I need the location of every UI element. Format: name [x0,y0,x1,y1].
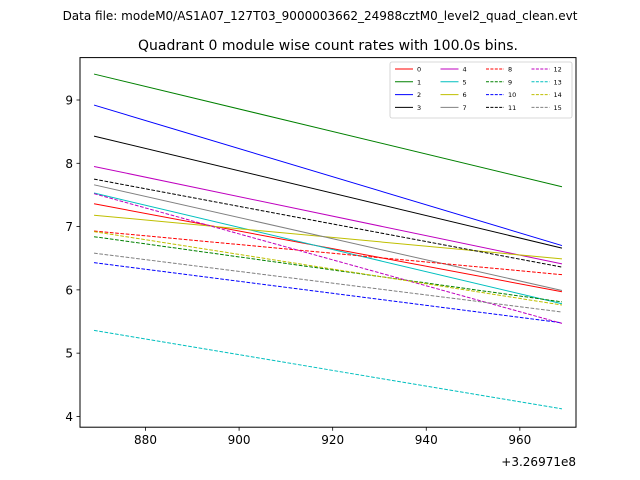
series-line-8 [93,230,563,276]
legend-label-11: 11 [508,104,516,112]
axes-frame [79,57,577,428]
legend-label-14: 14 [554,91,562,99]
series-line-15 [93,252,563,313]
legend-label-4: 4 [463,66,467,74]
series-line-3 [93,135,563,249]
legend-label-6: 6 [463,91,467,99]
legend-label-8: 8 [508,66,512,74]
chart-title: Quadrant 0 module wise count rates with … [138,38,518,54]
x-tick-label: 900 [228,433,251,447]
legend-label-5: 5 [463,78,467,86]
series-line-0 [93,203,563,293]
series-line-2 [93,104,563,247]
legend-label-7: 7 [463,104,467,112]
series-line-13 [93,329,563,410]
y-tick-label: 8 [65,157,73,171]
series-line-1 [93,73,563,188]
figure-suptitle: Data file: modeM0/AS1A07_127T03_90000036… [63,9,578,23]
series-lines [93,73,563,410]
legend-frame [389,61,573,119]
series-line-9 [93,236,563,303]
x-tick-label: 940 [415,433,438,447]
series-line-14 [93,231,563,306]
legend-label-1: 1 [417,78,421,86]
y-tick-label: 5 [65,347,73,361]
legend-label-12: 12 [554,66,562,74]
legend-label-10: 10 [508,91,516,99]
legend-label-0: 0 [417,66,421,74]
y-tick-label: 6 [65,283,73,297]
legend-label-13: 13 [554,78,562,86]
legend-label-3: 3 [417,104,421,112]
series-line-6 [93,214,563,260]
x-axis: 880 900 920 940 960 [134,427,531,447]
series-line-10 [93,262,563,324]
x-tick-label: 920 [321,433,344,447]
x-axis-offset-label: +3.26971e8 [501,455,576,469]
legend-label-9: 9 [508,78,512,86]
series-line-12 [93,193,563,324]
y-tick-label: 7 [65,220,73,234]
legend-label-15: 15 [554,104,562,112]
legend-label-2: 2 [417,91,421,99]
x-tick-label: 960 [508,433,531,447]
y-axis: 4 5 6 7 8 9 [65,94,80,424]
y-tick-label: 4 [65,410,73,424]
series-line-4 [93,165,563,265]
series-line-7 [93,184,563,291]
x-tick-label: 880 [134,433,157,447]
series-line-5 [93,192,563,305]
y-tick-label: 9 [65,94,73,108]
